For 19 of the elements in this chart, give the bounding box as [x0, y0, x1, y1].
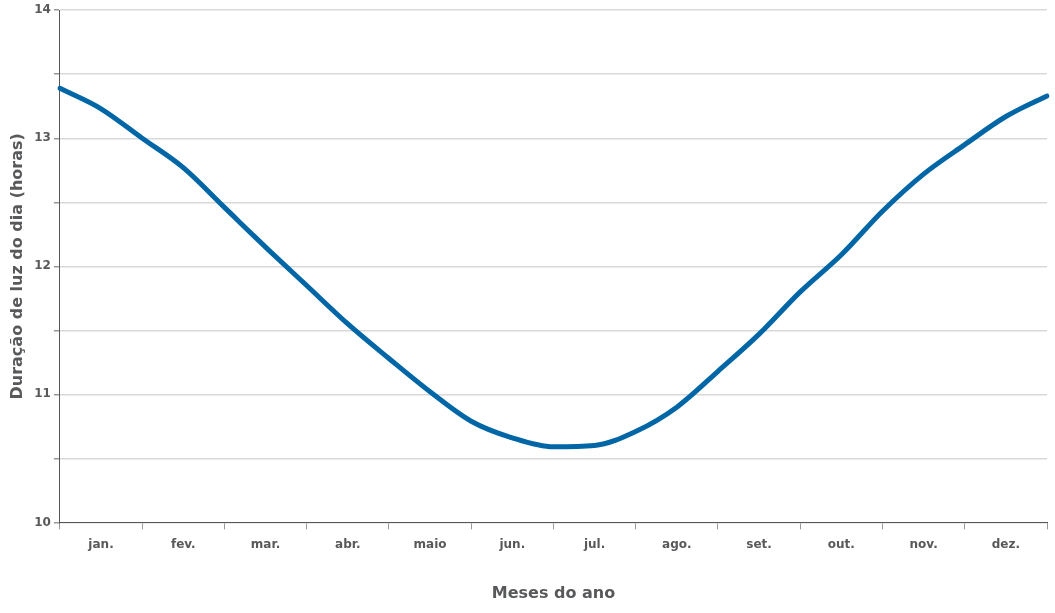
y-tick-label: 10 — [34, 514, 51, 529]
x-tick-label: jul. — [582, 536, 606, 551]
x-axis-title: Meses do ano — [491, 582, 616, 602]
x-tick-label: jun. — [498, 536, 526, 551]
x-tick-label: mar. — [250, 536, 281, 551]
x-tick-label: ago. — [662, 536, 692, 551]
y-tick-label: 12 — [34, 258, 51, 273]
y-tick-label: 13 — [34, 130, 51, 145]
x-tick-label: jan. — [87, 536, 114, 551]
y-tick-label: 14 — [34, 2, 51, 17]
y-axis-title: Duração de luz do dia (horas) — [6, 133, 26, 400]
x-tick-label: maio — [413, 536, 447, 551]
x-tick-label: abr. — [335, 536, 361, 551]
x-tick-label: out. — [827, 536, 855, 551]
y-tick-label: 11 — [34, 386, 51, 401]
x-tick-label: set. — [746, 536, 772, 551]
x-tick-label: nov. — [909, 536, 938, 551]
x-tick-label: fev. — [170, 536, 196, 551]
x-tick-label: dez. — [991, 536, 1021, 551]
